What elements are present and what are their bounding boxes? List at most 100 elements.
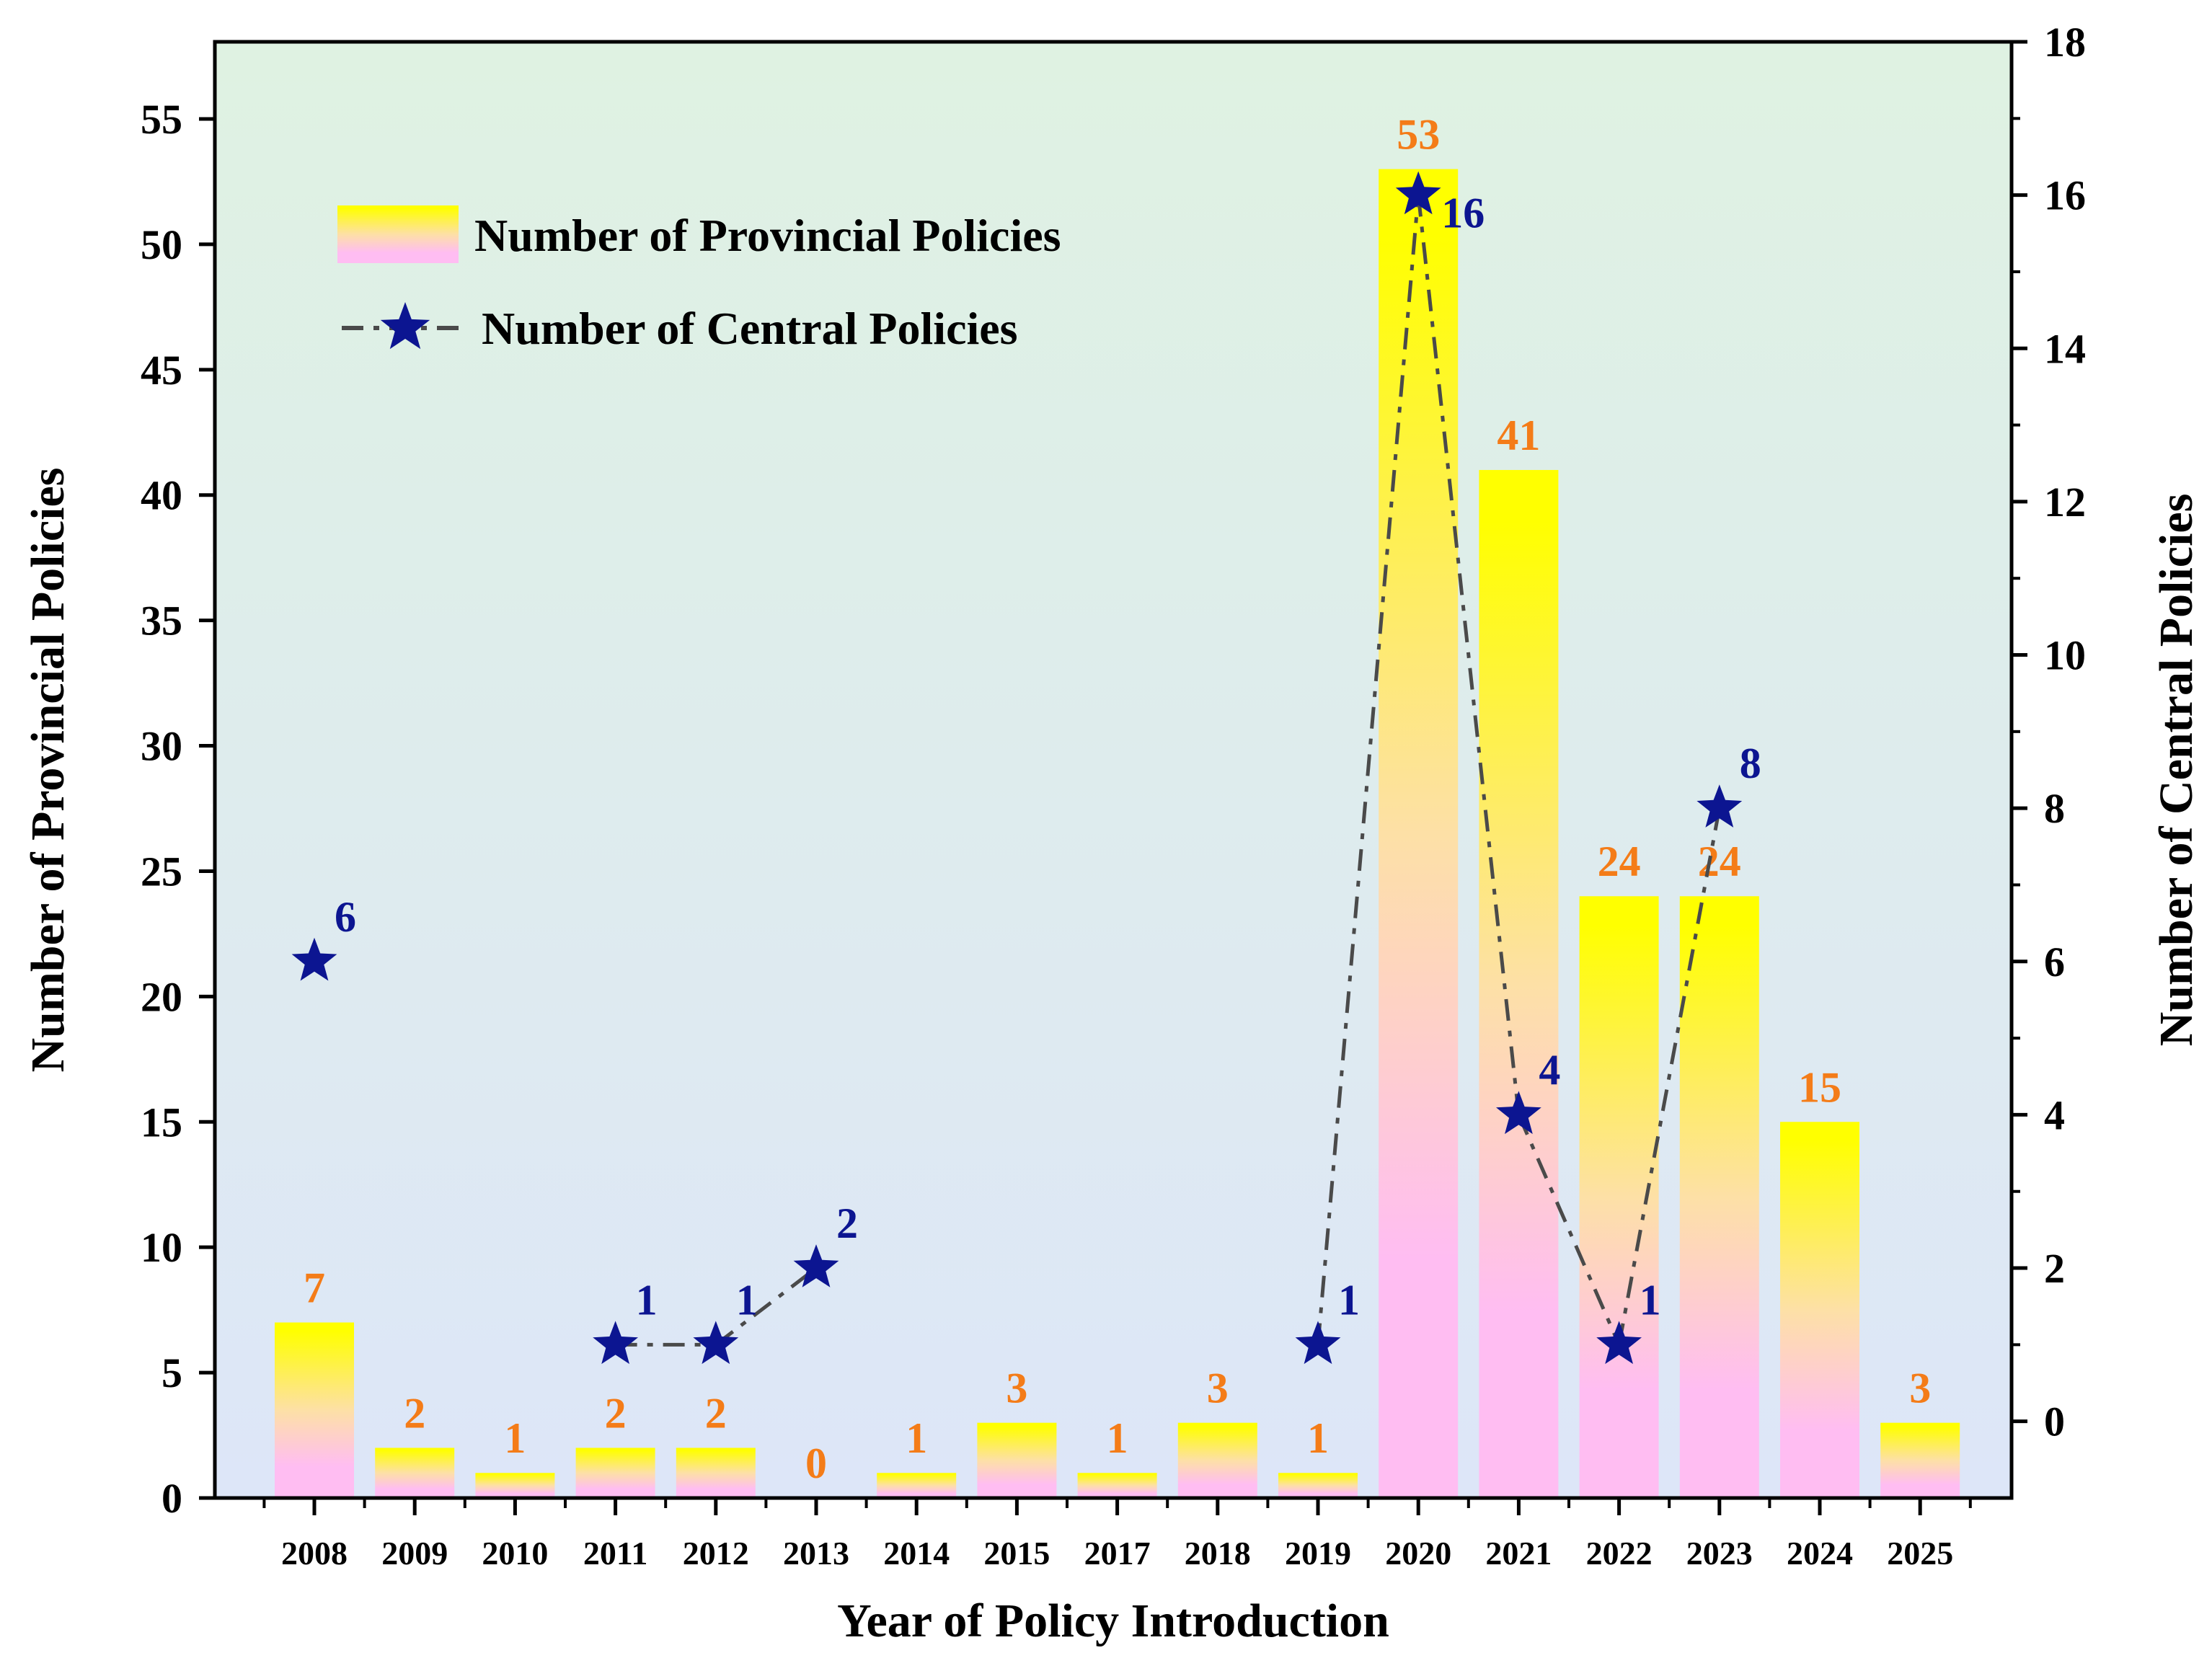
y-left-tick-label-45: 45 bbox=[141, 347, 182, 394]
y-right-tick-label-4: 4 bbox=[2044, 1091, 2065, 1138]
bar-value-label-2010: 1 bbox=[504, 1414, 526, 1462]
y-left-tick-label-40: 40 bbox=[141, 472, 182, 519]
central-value-label-2013: 2 bbox=[836, 1200, 858, 1247]
bar-value-label-2025: 3 bbox=[1909, 1365, 1931, 1412]
plot-frame bbox=[213, 40, 2014, 1500]
bar-value-label-2013: 0 bbox=[805, 1440, 827, 1487]
x-tick-label-2011: 2011 bbox=[583, 1535, 647, 1572]
bar-2025 bbox=[1880, 1422, 1960, 1498]
x-tick-label-2018: 2018 bbox=[1185, 1535, 1251, 1572]
bar-2015 bbox=[977, 1422, 1057, 1498]
bar-2021 bbox=[1479, 469, 1559, 1498]
y-right-tick-label-8: 8 bbox=[2044, 785, 2065, 832]
central-value-label-2011: 1 bbox=[636, 1276, 658, 1324]
x-tick-label-2024: 2024 bbox=[1787, 1535, 1853, 1572]
y-left-tick-label-0: 0 bbox=[162, 1475, 182, 1522]
bar-value-label-2020: 53 bbox=[1397, 111, 1440, 159]
bar-value-label-2023: 24 bbox=[1698, 838, 1741, 885]
y-right-tick-label-6: 6 bbox=[2044, 939, 2065, 985]
y-right-tick-label-14: 14 bbox=[2044, 325, 2086, 372]
central-star-2020 bbox=[1395, 171, 1441, 215]
central-star-2008 bbox=[291, 937, 337, 981]
x-axis-title: Year of Policy Introduction bbox=[837, 1595, 1389, 1647]
bar-2008 bbox=[275, 1322, 354, 1498]
bar-value-label-2018: 3 bbox=[1207, 1365, 1229, 1412]
y-right-tick-label-10: 10 bbox=[2044, 632, 2086, 679]
y-left-axis-title: Number of Provincial Policies bbox=[22, 468, 74, 1073]
line-segment-2012-2013 bbox=[715, 1267, 818, 1347]
central-value-label-2022: 1 bbox=[1640, 1276, 1661, 1324]
y-left-tick-label-30: 30 bbox=[141, 723, 182, 770]
central-value-label-2008: 6 bbox=[335, 893, 356, 941]
bar-2012 bbox=[676, 1448, 756, 1498]
x-tick-label-2021: 2021 bbox=[1485, 1535, 1552, 1572]
central-value-label-2021: 4 bbox=[1539, 1046, 1560, 1094]
bar-value-label-2008: 7 bbox=[304, 1264, 325, 1312]
x-tick-label-2025: 2025 bbox=[1887, 1535, 1953, 1572]
x-tick-label-2015: 2015 bbox=[983, 1535, 1050, 1572]
bar-2020 bbox=[1379, 169, 1459, 1499]
x-tick-label-2014: 2014 bbox=[883, 1535, 950, 1572]
y-right-tick-label-16: 16 bbox=[2044, 172, 2086, 219]
left-axis: 0 5 10 15 20 25 30 35 40 45 50 55 bbox=[141, 96, 215, 1522]
central-value-label-2020: 16 bbox=[1441, 190, 1485, 237]
y-right-tick-label-0: 0 bbox=[2044, 1399, 2065, 1445]
x-tick-label-2019: 2019 bbox=[1285, 1535, 1351, 1572]
central-star-2012 bbox=[693, 1321, 739, 1365]
central-star-2013 bbox=[793, 1244, 839, 1287]
bar-value-label-2011: 2 bbox=[605, 1389, 627, 1437]
bar-value-label-2015: 3 bbox=[1006, 1365, 1027, 1412]
y-left-tick-label-50: 50 bbox=[141, 221, 182, 268]
bar-2019 bbox=[1278, 1473, 1358, 1498]
y-right-tick-label-2: 2 bbox=[2044, 1245, 2065, 1292]
bar-value-label-2022: 24 bbox=[1598, 838, 1641, 885]
y-left-tick-label-5: 5 bbox=[162, 1349, 182, 1396]
x-axis: 2008 2009 2010 2011 2012 2013 2014 2015 2017 2018… bbox=[262, 1498, 1972, 1572]
central-value-label-2019: 1 bbox=[1338, 1276, 1360, 1324]
central-star-2023 bbox=[1696, 784, 1743, 828]
line-segment-2021-2022 bbox=[1517, 1114, 1621, 1346]
x-tick-label-2013: 2013 bbox=[783, 1535, 849, 1572]
right-axis: 0 2 4 6 8 10 12 14 16 18 bbox=[2012, 19, 2086, 1445]
bar-value-label-2014: 1 bbox=[906, 1414, 927, 1462]
central-star-2019 bbox=[1295, 1321, 1341, 1365]
central-value-label-2023: 8 bbox=[1740, 740, 1761, 787]
x-tick-label-2009: 2009 bbox=[381, 1535, 448, 1572]
bar-value-label-2024: 15 bbox=[1798, 1063, 1841, 1111]
y-left-tick-label-25: 25 bbox=[141, 848, 182, 895]
bar-value-label-2017: 1 bbox=[1107, 1414, 1128, 1462]
bar-value-label-2019: 1 bbox=[1307, 1414, 1329, 1462]
legend-bar-swatch bbox=[337, 205, 459, 263]
bar-value-label-2021: 41 bbox=[1497, 412, 1540, 459]
central-value-label-2012: 1 bbox=[736, 1276, 758, 1324]
bar-2023 bbox=[1679, 896, 1759, 1498]
central-star-2022 bbox=[1596, 1321, 1642, 1365]
central-star-2011 bbox=[593, 1321, 638, 1365]
line-layer bbox=[615, 195, 1722, 1347]
y-right-tick-label-18: 18 bbox=[2044, 19, 2086, 66]
bar-value-label-2012: 2 bbox=[705, 1389, 727, 1437]
bar-2011 bbox=[575, 1448, 655, 1498]
y-right-tick-label-12: 12 bbox=[2044, 479, 2086, 526]
x-tick-label-2022: 2022 bbox=[1586, 1535, 1653, 1572]
x-tick-label-2008: 2008 bbox=[281, 1535, 348, 1572]
legend: Number of Provincial Policies Number of … bbox=[337, 205, 1061, 354]
y-left-tick-label-10: 10 bbox=[141, 1224, 182, 1271]
x-tick-label-2020: 2020 bbox=[1385, 1535, 1451, 1572]
legend-line-label: Number of Central Policies bbox=[482, 303, 1018, 354]
line-segment-2020-2021 bbox=[1416, 195, 1521, 1115]
legend-bar-label: Number of Provincial Policies bbox=[474, 210, 1061, 261]
central-star-2021 bbox=[1496, 1091, 1541, 1135]
bar-2017 bbox=[1077, 1473, 1157, 1498]
bar-2010 bbox=[475, 1473, 555, 1498]
x-tick-label-2012: 2012 bbox=[683, 1535, 749, 1572]
x-tick-label-2010: 2010 bbox=[482, 1535, 548, 1572]
y-left-tick-label-20: 20 bbox=[141, 973, 182, 1020]
x-tick-label-2023: 2023 bbox=[1686, 1535, 1753, 1572]
bar-2018 bbox=[1177, 1422, 1257, 1498]
stars-layer bbox=[291, 171, 1743, 1365]
bar-value-label-2009: 2 bbox=[404, 1389, 425, 1437]
